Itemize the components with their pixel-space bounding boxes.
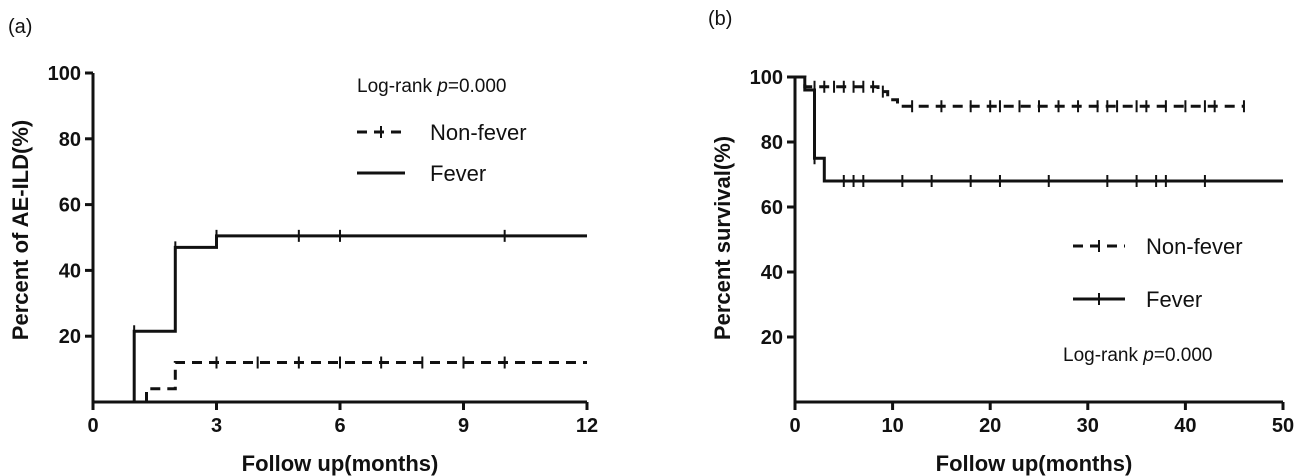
panel-b-y-tick-label: 80 bbox=[761, 132, 783, 154]
panel-a-tick-labels: 20 40 60 80 100 0 3 6 9 12 bbox=[48, 63, 599, 437]
panel-a-x-tick-label: 3 bbox=[211, 415, 222, 437]
panel-b-x-tick-label: 10 bbox=[881, 415, 903, 437]
panel-b-series bbox=[795, 75, 1283, 187]
panel-a-y-tick-label: 100 bbox=[48, 63, 81, 85]
panel-b-y-tick-label: 100 bbox=[750, 67, 783, 89]
panel-b-y-tick-label: 20 bbox=[761, 327, 783, 349]
panel-a-x-axis-title: Follow up(months) bbox=[242, 451, 439, 476]
panel-b-y-tick-label: 60 bbox=[761, 197, 783, 219]
panel-b-x-tick-label: 20 bbox=[979, 415, 1001, 437]
panel-b-x-tick-label: 30 bbox=[1077, 415, 1099, 437]
panel-a-x-tick-label: 9 bbox=[458, 415, 469, 437]
panel-a-legend: Non-fever Fever bbox=[357, 120, 527, 186]
panel-b-x-tick-label: 50 bbox=[1272, 415, 1294, 437]
panel-a-y-tick-label: 40 bbox=[59, 260, 81, 282]
panel-a-x-tick-label: 12 bbox=[576, 415, 598, 437]
panel-a-legend-label-non-fever: Non-fever bbox=[430, 120, 527, 145]
panel-b-tick-labels: 20 40 60 80 100 0 10 20 30 40 50 bbox=[750, 67, 1295, 437]
panel-b-x-tick-label: 40 bbox=[1174, 415, 1196, 437]
panel-b-legend: Non-fever Fever bbox=[1073, 234, 1243, 312]
panel-b-series-line-fever bbox=[795, 75, 1283, 183]
panel-a-x-tick-label: 6 bbox=[334, 415, 345, 437]
panel-a-logrank-annotation: Log-rank p=0.000 bbox=[357, 76, 507, 97]
panel-a-x-tick-label: 0 bbox=[87, 415, 98, 437]
panel-b-axes bbox=[787, 75, 1285, 410]
panel-a-series bbox=[132, 229, 587, 402]
panel-b-y-tick-label: 40 bbox=[761, 262, 783, 284]
panel-label-a: (a) bbox=[8, 16, 32, 38]
panel-a-y-tick-label: 20 bbox=[59, 326, 81, 348]
panel-a-series-line-non-fever bbox=[145, 361, 587, 402]
panel-a-y-tick-label: 60 bbox=[59, 195, 81, 217]
panel-b-y-axis-title: Percent survival(%) bbox=[710, 136, 735, 340]
panel-b-x-axis-title: Follow up(months) bbox=[936, 451, 1133, 476]
panel-a-legend-label-fever: Fever bbox=[430, 161, 486, 186]
panel-b-x-tick-label: 0 bbox=[789, 415, 800, 437]
panel-b-logrank-annotation: Log-rank p=0.000 bbox=[1063, 345, 1213, 366]
panel-a-series-line-fever bbox=[132, 234, 587, 402]
panel-a-y-tick-label: 80 bbox=[59, 129, 81, 151]
panel-a-axes bbox=[85, 71, 589, 410]
panel-b-legend-label-fever: Fever bbox=[1146, 287, 1202, 312]
panel-b: (b) 20 40 60 80 100 0 10 20 30 40 50 Follow up(mon… bbox=[708, 8, 1294, 476]
panel-label-b: (b) bbox=[708, 8, 732, 30]
panel-b-legend-label-non-fever: Non-fever bbox=[1146, 234, 1243, 259]
panel-a-y-axis-title: Percent of AE-ILD(%) bbox=[8, 120, 33, 340]
